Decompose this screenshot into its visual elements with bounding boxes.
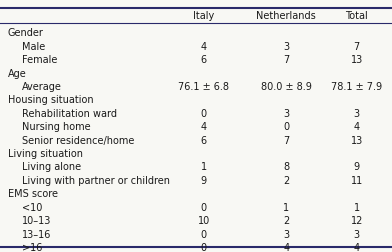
Text: Italy: Italy (193, 11, 214, 21)
Text: 4: 4 (283, 242, 289, 252)
Text: Total: Total (345, 11, 368, 21)
Text: 2: 2 (283, 215, 289, 225)
Text: 8: 8 (283, 162, 289, 172)
Text: 4: 4 (201, 122, 207, 132)
Text: 0: 0 (201, 242, 207, 252)
Text: Living alone: Living alone (22, 162, 81, 172)
Text: Netherlands: Netherlands (256, 11, 316, 21)
Text: 76.1 ± 6.8: 76.1 ± 6.8 (178, 82, 229, 92)
Text: 6: 6 (201, 135, 207, 145)
Text: 7: 7 (283, 135, 289, 145)
Text: >16: >16 (22, 242, 42, 252)
Text: 0: 0 (201, 108, 207, 118)
Text: 4: 4 (201, 42, 207, 52)
Text: 2: 2 (283, 175, 289, 185)
Text: 1: 1 (201, 162, 207, 172)
Text: 4: 4 (354, 242, 360, 252)
Text: 0: 0 (283, 122, 289, 132)
Text: 13: 13 (350, 135, 363, 145)
Text: 13: 13 (350, 55, 363, 65)
Text: 3: 3 (283, 229, 289, 239)
Text: 13–16: 13–16 (22, 229, 51, 239)
Text: Housing situation: Housing situation (8, 95, 93, 105)
Text: 4: 4 (354, 122, 360, 132)
Text: 3: 3 (283, 42, 289, 52)
Text: 0: 0 (201, 229, 207, 239)
Text: 6: 6 (201, 55, 207, 65)
Text: Living situation: Living situation (8, 148, 83, 159)
Text: Male: Male (22, 42, 45, 52)
Text: 0: 0 (201, 202, 207, 212)
Text: 10–13: 10–13 (22, 215, 51, 225)
Text: 3: 3 (354, 108, 360, 118)
Text: 7: 7 (283, 55, 289, 65)
Text: 11: 11 (350, 175, 363, 185)
Text: Rehabilitation ward: Rehabilitation ward (22, 108, 116, 118)
Text: 80.0 ± 8.9: 80.0 ± 8.9 (261, 82, 312, 92)
Text: 78.1 ± 7.9: 78.1 ± 7.9 (331, 82, 382, 92)
Text: Nursing home: Nursing home (22, 122, 90, 132)
Text: 3: 3 (283, 108, 289, 118)
Text: Living with partner or children: Living with partner or children (22, 175, 170, 185)
Text: Average: Average (22, 82, 62, 92)
Text: 12: 12 (350, 215, 363, 225)
Text: Age: Age (8, 68, 27, 78)
Text: 9: 9 (201, 175, 207, 185)
Text: 10: 10 (198, 215, 210, 225)
Text: 3: 3 (354, 229, 360, 239)
Text: Senior residence/home: Senior residence/home (22, 135, 134, 145)
Text: 1: 1 (354, 202, 360, 212)
Text: Gender: Gender (8, 28, 44, 38)
Text: 1: 1 (283, 202, 289, 212)
Text: 9: 9 (354, 162, 360, 172)
Text: EMS score: EMS score (8, 188, 58, 199)
Text: 7: 7 (354, 42, 360, 52)
Text: <10: <10 (22, 202, 42, 212)
Text: Female: Female (22, 55, 57, 65)
